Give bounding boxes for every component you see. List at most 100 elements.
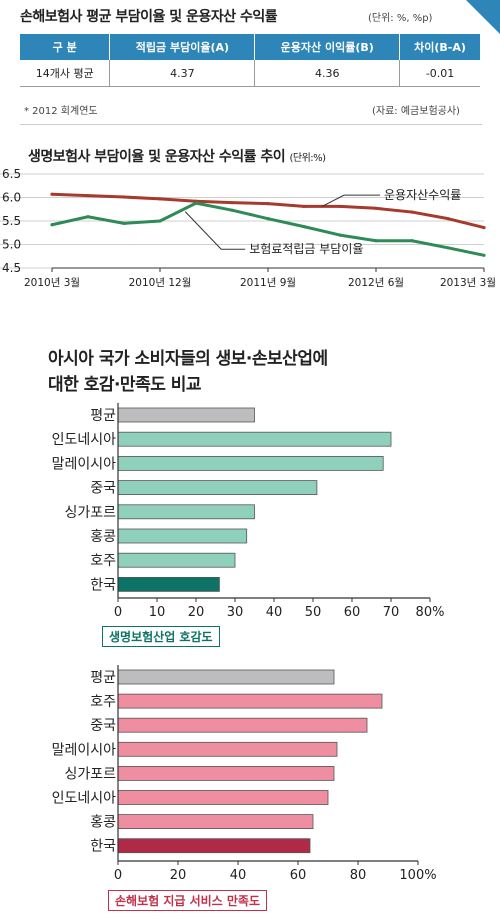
category-label: 싱가포르: [64, 766, 116, 782]
category-label: 말레이시아: [52, 742, 117, 758]
data-point: [158, 219, 162, 223]
x-tick-label: 80%: [416, 605, 445, 620]
data-point: [446, 217, 450, 221]
data-point: [122, 195, 126, 199]
category-label: 호주: [90, 694, 116, 710]
table-header: 차이(B-A): [399, 34, 480, 60]
bar: [117, 790, 329, 805]
table-note: * 2012 회계연도: [24, 106, 98, 117]
data-point: [86, 215, 90, 219]
category-label: 한국: [90, 577, 116, 593]
x-tick-label: 60: [290, 868, 307, 883]
category-label: 중국: [90, 481, 116, 497]
corner-decoration: [466, 0, 500, 34]
data-point: [410, 239, 414, 243]
x-tick-label: 0: [114, 605, 122, 620]
category-label: 싱가포르: [64, 505, 116, 521]
table-header: 운용자산 이익률(B): [254, 34, 400, 60]
category-label: 평균: [90, 670, 116, 686]
table-row: 14개사 평균 4.37 4.36 -0.01: [20, 60, 480, 87]
legend-leader-return: [321, 194, 380, 207]
x-tick-label: 2013년 3월: [440, 277, 496, 289]
legend-label-return: 운용자산수익률: [384, 188, 461, 202]
data-point: [86, 194, 90, 198]
x-tick-label: 50: [305, 605, 322, 620]
x-tick-label: 20: [188, 605, 205, 620]
data-point: [122, 221, 126, 225]
x-tick-label: 20: [170, 868, 187, 883]
data-point: [338, 204, 342, 209]
rate-table: 구 분 적립금 부담이율(A) 운용자산 이익률(B) 차이(B-A) 14개사…: [20, 34, 480, 87]
x-tick-label: 30: [227, 605, 244, 620]
bar: [117, 577, 220, 592]
table-header: 적립금 부담이율(A): [109, 34, 255, 60]
table-cell: -0.01: [399, 60, 480, 87]
data-point: [446, 246, 450, 250]
data-point: [374, 206, 378, 210]
x-tick-label: 60: [344, 605, 361, 620]
bar: [117, 766, 335, 781]
line-chart-title-text: 생명보험사 부담이율 및 운용자산 수익률 추이: [28, 149, 286, 165]
table-source: (자료: 예금보험공사): [372, 106, 460, 117]
y-tick-label: 5.5: [2, 214, 21, 228]
bar: [117, 552, 236, 568]
bar-chart-1-caption: 생명보험산업 호감도: [102, 626, 220, 647]
data-point: [482, 225, 486, 230]
x-tick-label: 80: [350, 868, 367, 883]
x-tick-label: 40: [266, 605, 283, 620]
category-label: 중국: [90, 718, 116, 734]
data-point: [482, 253, 486, 257]
data-point: [410, 210, 414, 214]
table-cell: 4.36: [254, 60, 400, 87]
table-header-row: 구 분 적립금 부담이율(A) 운용자산 이익률(B) 차이(B-A): [20, 34, 480, 60]
line-chart-title: 생명보험사 부담이율 및 운용자산 수익률 추이 (단위:%): [28, 146, 326, 166]
table-cell: 14개사 평균: [20, 60, 110, 87]
bar: [117, 741, 338, 757]
data-point: [302, 225, 306, 229]
y-tick-label: 4.5: [2, 261, 21, 275]
data-point: [158, 197, 162, 201]
divider: [20, 124, 482, 125]
category-label: 말레이시아: [52, 456, 117, 472]
x-tick-label: 10: [149, 605, 166, 620]
data-point: [302, 204, 306, 209]
table-header: 구 분: [20, 34, 110, 60]
bar: [117, 838, 311, 854]
bar-section-title-text: 아시아 국가 소비자들의 생보·손보산업에 대한 호감·만족도 비교: [48, 349, 328, 395]
data-point: [50, 223, 54, 227]
bar: [117, 407, 255, 423]
x-tick-label: 2010년 3월: [24, 277, 80, 289]
table-cell: 4.37: [109, 60, 255, 87]
bar: [117, 455, 384, 471]
bar: [117, 669, 335, 685]
x-tick-label: 40: [230, 868, 247, 883]
data-point: [266, 217, 270, 221]
x-tick-label: 2011년 9월: [240, 277, 296, 289]
category-label: 홍콩: [90, 529, 116, 545]
bar: [117, 528, 248, 544]
bar: [117, 693, 383, 709]
y-tick-label: 6.5: [2, 167, 21, 181]
y-tick-label: 6.0: [2, 191, 21, 205]
data-point: [338, 233, 342, 237]
data-point: [266, 202, 270, 206]
data-point: [230, 208, 234, 212]
bar: [117, 480, 318, 496]
bar: [117, 717, 368, 733]
legend-leader-burden: [184, 211, 246, 250]
x-tick-label: 2012년 6월: [348, 277, 404, 289]
bar-chart-2-caption: 손해보험 지급 서비스 만족도: [108, 890, 268, 911]
x-tick-label: 0: [114, 868, 122, 883]
data-point: [50, 192, 54, 196]
x-tick-label: 2010년 12월: [129, 277, 192, 289]
bar: [117, 431, 392, 447]
line-chart-unit: (단위:%): [289, 153, 326, 164]
x-tick-label: 70: [383, 605, 400, 620]
data-point: [194, 201, 198, 205]
legend-label-burden: 보험료적립금 부담이율: [249, 242, 363, 256]
category-label: 평균: [90, 408, 116, 424]
bar: [117, 504, 255, 520]
data-point: [374, 239, 378, 243]
x-tick-label: 100%: [399, 868, 436, 883]
